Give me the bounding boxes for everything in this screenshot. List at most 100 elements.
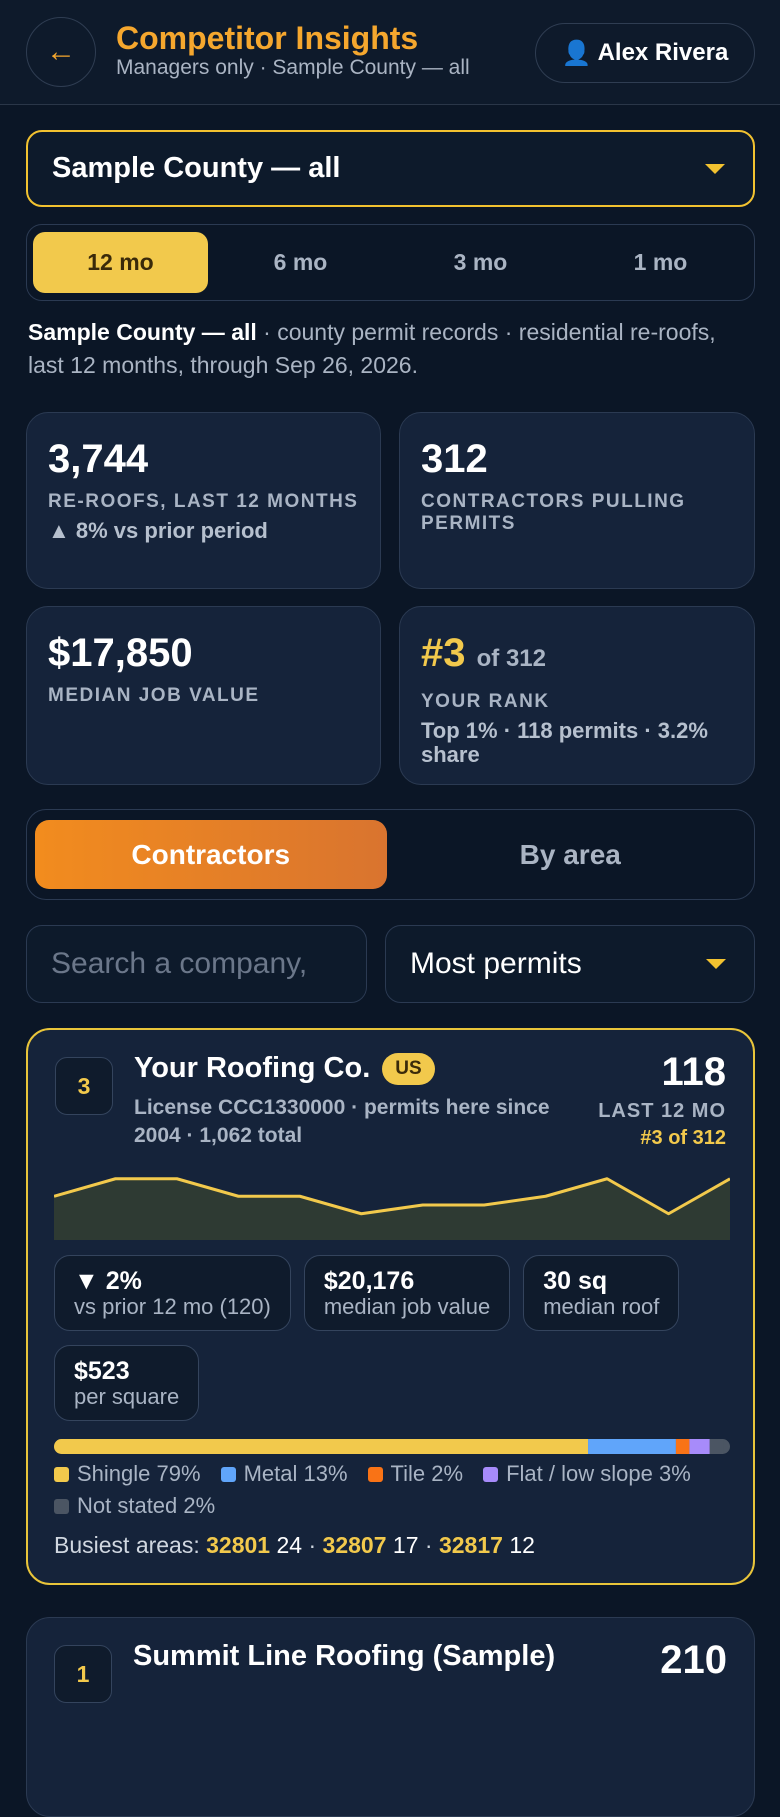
stat-value: $17,850 xyxy=(48,631,193,675)
metric-label: median roof xyxy=(543,1294,660,1319)
legend-item: Tile 2% xyxy=(367,1458,464,1490)
legend-name: Not stated xyxy=(77,1493,178,1518)
summary-text: · county permit records · residential re… xyxy=(28,319,716,378)
legend-text: Metal 13% xyxy=(244,1461,348,1487)
stat-value: 3,744 xyxy=(48,437,149,481)
period-tab[interactable]: 6 mo xyxy=(273,249,328,275)
county-select[interactable]: Sample County — all xyxy=(26,130,755,207)
stat-label: YOUR RANK xyxy=(421,691,550,712)
area-zip: 32817 xyxy=(438,1532,503,1558)
contractor-card[interactable]: 1 Summit Line Roofing (Sample) 210 xyxy=(26,1617,755,1817)
user-name: Alex Rivera xyxy=(597,39,729,66)
legend-text: Shingle 79% xyxy=(77,1461,201,1487)
stat-label: RE-ROOFS, LAST 12 MONTHS xyxy=(48,491,359,512)
view-tab[interactable]: By area xyxy=(519,838,621,870)
legend-text: Flat / low slope 3% xyxy=(506,1461,691,1487)
stat-note: ▲ 8% vs prior period xyxy=(48,518,268,543)
material-segment xyxy=(709,1439,724,1454)
contractor-details: License CCC1330000 · permits here since … xyxy=(134,1096,550,1147)
stat-value: 312 xyxy=(421,437,488,481)
legend-name: Metal xyxy=(243,1461,298,1486)
page-title: Competitor Insights xyxy=(116,20,419,56)
metric-value: $20,176 xyxy=(323,1267,415,1295)
view-tab[interactable]: Contractors xyxy=(35,820,387,889)
separator: · xyxy=(308,1532,317,1558)
period-label: LAST 12 MO xyxy=(598,1100,726,1122)
metric-pill: $20,176 median job value xyxy=(303,1255,511,1331)
legend-text: Not stated 2% xyxy=(77,1493,215,1519)
busiest-label: Busiest areas: xyxy=(54,1532,200,1558)
legend-text: Tile 2% xyxy=(391,1461,464,1487)
legend-name: Tile xyxy=(390,1461,426,1486)
sort-select[interactable]: Most permits xyxy=(385,925,755,1003)
stat-note: Top 1% · 118 permits · 3.2% share xyxy=(421,718,708,767)
metric-label: median job value xyxy=(323,1294,491,1319)
legend-item: Shingle 79% xyxy=(54,1458,201,1490)
period-tab[interactable]: 3 mo xyxy=(453,249,508,275)
stat-label: MEDIAN JOB VALUE xyxy=(48,685,260,706)
separator: · xyxy=(424,1532,433,1558)
legend-swatch xyxy=(54,1466,69,1482)
rank-suffix: of 312 xyxy=(476,645,546,672)
header: ← Competitor Insights Managers only · Sa… xyxy=(0,0,780,105)
period-tab[interactable]: 12 mo xyxy=(33,232,208,293)
view-tabs: Contractors By area xyxy=(26,809,755,900)
rank-box: 1 xyxy=(54,1645,112,1703)
material-legend: Shingle 79% Metal 13% Tile 2% Flat / low sl… xyxy=(54,1458,730,1522)
stat-card: $17,850 MEDIAN JOB VALUE xyxy=(26,606,381,785)
stat-label: CONTRACTORS PULLING PERMITS xyxy=(421,491,686,534)
contractor-name-row: Summit Line Roofing (Sample) xyxy=(133,1640,555,1673)
legend-value: 79% xyxy=(156,1461,201,1486)
period-tab[interactable]: 1 mo xyxy=(633,249,688,275)
back-button[interactable]: ← xyxy=(26,17,96,87)
metric-label: vs prior 12 mo (120) xyxy=(74,1294,271,1319)
contractor-name: Summit Line Roofing (Sample) xyxy=(133,1640,556,1672)
metrics: ▼ 2% vs prior 12 mo (120) $20,176 median jo… xyxy=(54,1255,730,1421)
material-segment xyxy=(54,1439,589,1454)
legend-value: 13% xyxy=(303,1461,348,1486)
legend-swatch xyxy=(483,1466,499,1482)
page-subtitle: Managers only · Sample County — all xyxy=(116,56,470,79)
period-tabs: 12 mo 6 mo 3 mo 1 mo xyxy=(26,224,755,301)
area-zip: 32807 xyxy=(322,1532,387,1558)
legend-name: Flat / low slope xyxy=(506,1461,653,1486)
search-input[interactable]: Search a company, xyxy=(26,925,367,1003)
metric-value: ▼ 2% xyxy=(74,1267,142,1295)
metric-pill: 30 sq median roof xyxy=(523,1255,680,1331)
sparkline xyxy=(54,1177,730,1240)
summary-scope: Sample County — all xyxy=(28,319,257,345)
legend-value: 2% xyxy=(431,1461,464,1486)
metric-label: per square xyxy=(74,1384,180,1409)
legend-value: 3% xyxy=(658,1461,691,1486)
contractor-name-row: Your Roofing Co. US xyxy=(134,1052,435,1085)
legend-swatch xyxy=(367,1466,383,1482)
stat-card: 312 CONTRACTORS PULLING PERMITS xyxy=(399,412,755,589)
material-segment xyxy=(689,1439,710,1454)
contractor-card[interactable]: 3 Your Roofing Co. US License CCC1330000 … xyxy=(26,1028,755,1585)
permit-count: 118 xyxy=(661,1050,726,1094)
user-menu[interactable]: 👤 Alex Rivera xyxy=(535,23,755,83)
busiest-areas: Busiest areas: 32801 24 · 32807 17 · 328… xyxy=(54,1532,535,1559)
county-value: Sample County — all xyxy=(52,152,341,184)
area-zip: 32801 xyxy=(206,1532,271,1558)
sort-value: Most permits xyxy=(410,947,582,980)
area-count: 12 xyxy=(509,1532,535,1558)
metric-pill: ▼ 2% vs prior 12 mo (120) xyxy=(54,1255,291,1331)
position: #3 of 312 xyxy=(640,1127,726,1149)
stat-card: #3 of 312 YOUR RANK Top 1% · 118 permits… xyxy=(399,606,755,785)
metric-value: 30 sq xyxy=(543,1267,608,1295)
legend-value: 2% xyxy=(183,1493,216,1518)
legend-name: Shingle xyxy=(77,1461,151,1486)
stat-card: 3,744 RE-ROOFS, LAST 12 MONTHS ▲ 8% vs p… xyxy=(26,412,381,589)
sparkline-line xyxy=(54,1177,730,1216)
material-bar xyxy=(54,1439,730,1454)
user-icon: 👤 xyxy=(561,39,592,67)
summary: Sample County — all · county permit reco… xyxy=(28,316,753,382)
rank-value: #3 xyxy=(421,631,466,675)
legend-item: Not stated 2% xyxy=(54,1490,215,1522)
caret xyxy=(705,163,725,174)
metric-pill: $523 per square xyxy=(54,1345,200,1421)
rank-box: 3 xyxy=(55,1057,113,1115)
legend-item: Metal 13% xyxy=(220,1458,348,1490)
